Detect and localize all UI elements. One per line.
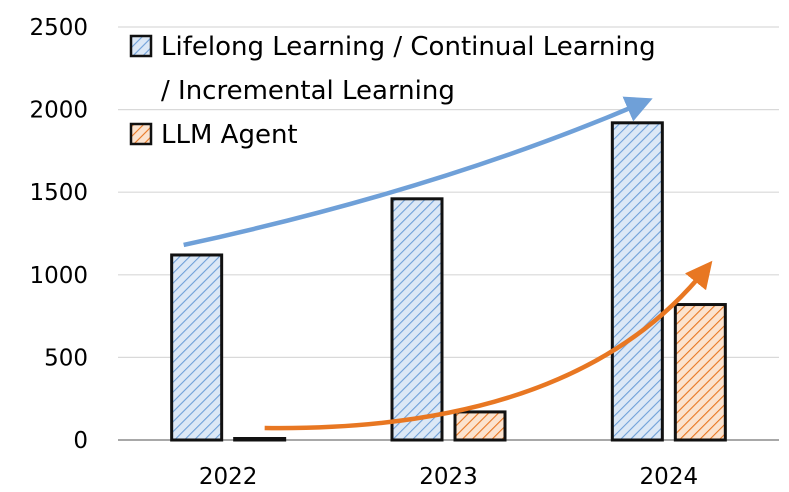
y-tick-label: 1000 (29, 263, 88, 289)
y-tick-label: 1500 (29, 180, 88, 206)
x-axis: 2022 2023 2024 (199, 464, 698, 490)
x-tick-label: 2023 (419, 464, 478, 490)
bar (390, 197, 444, 442)
x-tick-label: 2022 (199, 464, 258, 490)
x-tick-label: 2024 (640, 464, 699, 490)
bar (170, 253, 224, 442)
bar (610, 121, 664, 442)
legend-swatch (129, 34, 153, 58)
trend-arrow (264, 260, 713, 431)
y-tick-label: 500 (44, 345, 88, 371)
bar (673, 303, 727, 442)
y-axis: 0 500 1000 1500 2000 2500 (29, 15, 88, 454)
legend-swatch (129, 122, 153, 146)
bars (170, 121, 727, 442)
y-tick-label: 0 (73, 428, 88, 454)
y-tick-label: 2500 (29, 15, 88, 41)
legend-label: Lifelong Learning / Continual Learning (161, 32, 656, 62)
trend-arrow (183, 96, 653, 248)
trend-arrows (183, 96, 713, 431)
legend: Lifelong Learning / Continual Learning / … (129, 32, 656, 150)
legend-label: LLM Agent (161, 120, 298, 150)
bar (453, 410, 507, 442)
legend-label: / Incremental Learning (161, 76, 455, 106)
y-tick-label: 2000 (29, 98, 88, 124)
bar (233, 437, 287, 442)
gridlines (118, 26, 779, 441)
